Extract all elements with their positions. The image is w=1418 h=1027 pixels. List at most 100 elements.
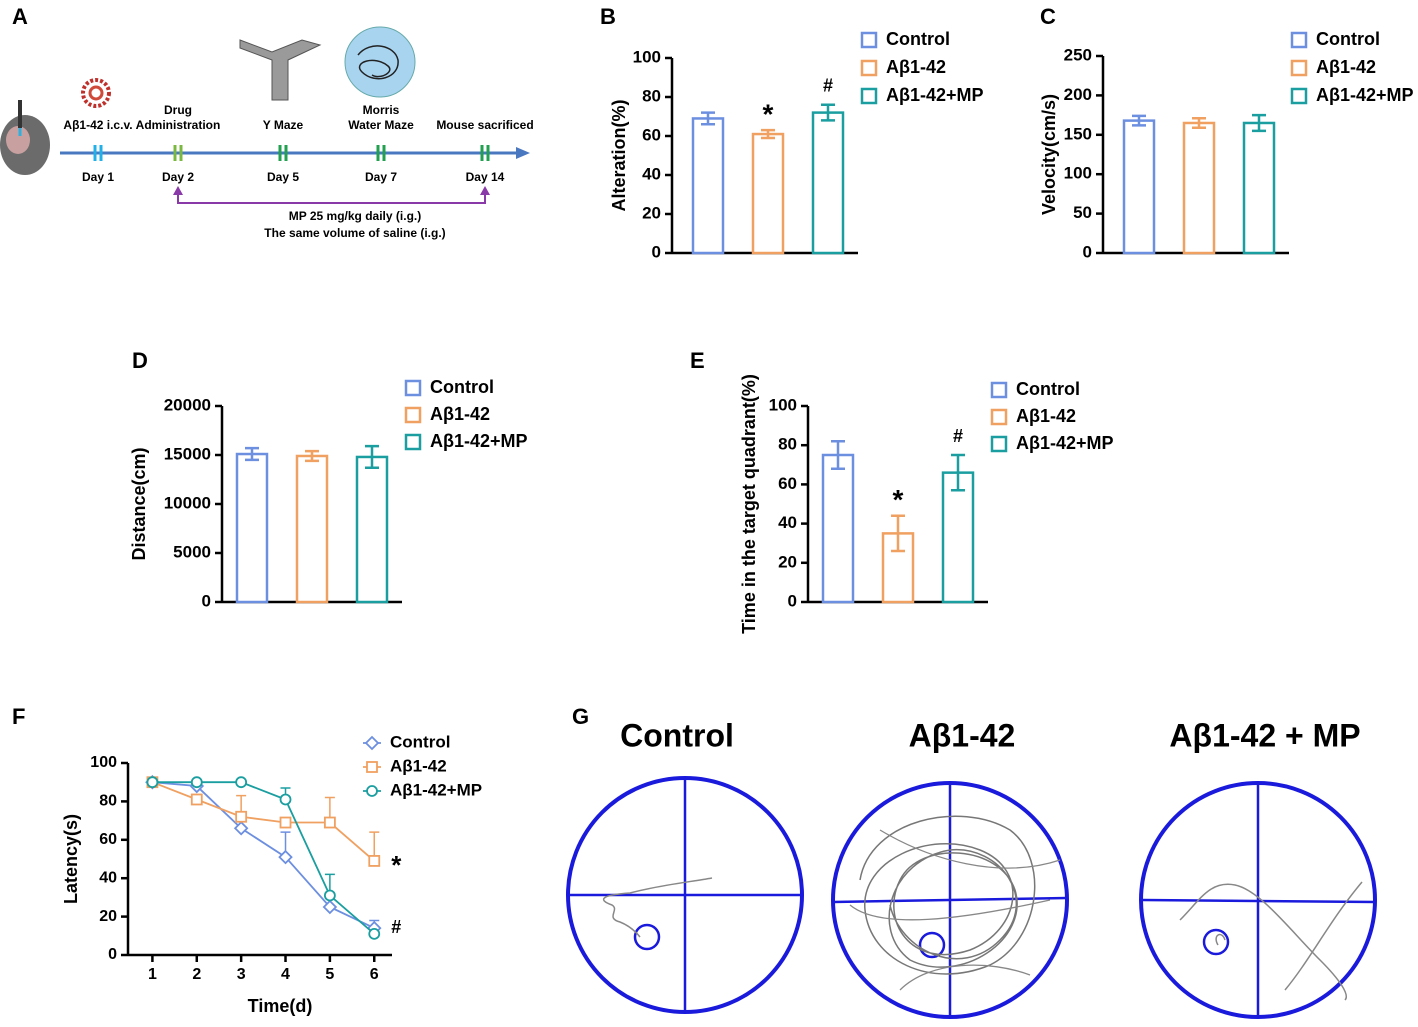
y-tick-label: 0: [652, 242, 661, 261]
series-line: [152, 781, 375, 935]
platform: [633, 923, 661, 951]
x-tick-label: 2: [192, 966, 201, 983]
legend-swatch: [404, 406, 422, 424]
legend-swatch: [404, 433, 422, 451]
significance: #: [391, 917, 401, 937]
bracket-arrow: [480, 186, 490, 195]
swim-track: [859, 815, 1036, 975]
y-tick-label: 60: [778, 474, 797, 493]
y-tick-label: 0: [788, 591, 797, 610]
x-tick-label: 1: [148, 966, 157, 983]
error-bar: [1192, 117, 1206, 129]
legend-label: Aβ1-42: [1016, 406, 1076, 426]
regimen-label: MP 25 mg/kg daily (i.g.): [289, 209, 421, 223]
track-title: Control: [620, 717, 734, 753]
point: [235, 776, 248, 789]
point: [323, 889, 336, 902]
day-markers: [93, 145, 490, 161]
y-tick-label: 80: [642, 86, 661, 105]
bar: [691, 117, 725, 255]
legend-marker: [366, 761, 378, 773]
y-tick-label: 0: [1083, 242, 1092, 261]
track-plots: [566, 776, 1377, 1019]
significance: #: [823, 76, 833, 96]
x-tick-label: 4: [281, 966, 290, 983]
point: [190, 793, 203, 806]
regimen-label: The same volume of saline (i.g.): [264, 226, 445, 240]
point: [235, 810, 248, 823]
y-tick-label: 20000: [164, 395, 211, 414]
point: [279, 816, 292, 829]
error-bar: [245, 446, 259, 462]
significance: *: [391, 850, 402, 880]
event-label: Y Maze: [263, 118, 304, 132]
panel-label: F: [12, 704, 25, 729]
y-tick-label: 150: [1064, 124, 1092, 143]
x-axis-label: Time(d): [248, 996, 313, 1016]
legend-swatch: [990, 435, 1008, 453]
y-tick-label: 0: [202, 591, 211, 610]
legend-label: Control: [390, 732, 450, 751]
event-label: Water Maze: [348, 118, 414, 132]
legend-label: Aβ1-42+MP: [886, 85, 984, 105]
error-bar: [305, 449, 319, 463]
day-label: Day 14: [466, 170, 505, 184]
panel-label: B: [600, 4, 616, 29]
error-bar: [701, 111, 715, 126]
ymaze-icon: [239, 39, 322, 101]
legend-label: Aβ1-42+MP: [430, 431, 528, 451]
legend-label: Control: [1316, 29, 1380, 49]
y-tick-label: 100: [769, 395, 797, 414]
legend-swatch: [1290, 87, 1308, 105]
y-tick-label: 20: [778, 552, 797, 571]
legend-swatch: [1290, 59, 1308, 77]
y-tick-label: 15000: [164, 444, 211, 463]
legend-swatch: [860, 87, 878, 105]
y-tick-label: 100: [1064, 164, 1092, 183]
point: [279, 793, 292, 806]
track-title: Aβ1-42: [909, 717, 1016, 753]
y-tick-label: 10000: [164, 493, 211, 512]
timeline-arrow: [516, 147, 530, 159]
x-tick-label: 6: [370, 966, 379, 983]
platform: [1202, 928, 1230, 956]
y-tick-label: 80: [99, 793, 117, 810]
y-tick-label: 250: [1064, 45, 1092, 64]
legend-swatch: [860, 59, 878, 77]
bar: [821, 453, 855, 604]
mouse-head: [6, 126, 30, 154]
event-label: Aβ1-42 i.c.v.: [63, 118, 132, 132]
legend-label: Aβ1-42+MP: [390, 780, 482, 799]
bar: [941, 471, 975, 604]
error-bar: [951, 453, 965, 492]
error-bar: [365, 444, 379, 469]
day-label: Day 7: [365, 170, 397, 184]
bar: [751, 132, 785, 255]
bar: [1242, 121, 1276, 255]
legend-marker: [364, 735, 380, 751]
y-tick-label: 20: [99, 908, 117, 925]
y-tick-label: 40: [99, 869, 117, 886]
platform: [918, 931, 946, 959]
track-title: Aβ1-42 + MP: [1169, 717, 1360, 753]
bar: [355, 455, 389, 604]
y-tick-label: 60: [642, 125, 661, 144]
error-bar: [1252, 113, 1266, 133]
swim-track: [602, 877, 713, 938]
point: [322, 899, 338, 915]
panel-label: G: [572, 704, 589, 729]
y-tick-label: 100: [90, 754, 117, 771]
bar: [1182, 121, 1216, 255]
abeta-icon: [81, 78, 111, 108]
significance: *: [893, 484, 904, 515]
bracket-arrow: [173, 186, 183, 195]
legend-label: Aβ1-42: [430, 404, 490, 424]
timeline-art: [0, 26, 530, 204]
legend-label: Aβ1-42: [1316, 57, 1376, 77]
error-bar: [821, 103, 835, 122]
point: [368, 927, 381, 940]
point: [146, 776, 159, 789]
y-axis-label: Alteration(%): [609, 99, 629, 211]
panel-label: D: [132, 348, 148, 373]
